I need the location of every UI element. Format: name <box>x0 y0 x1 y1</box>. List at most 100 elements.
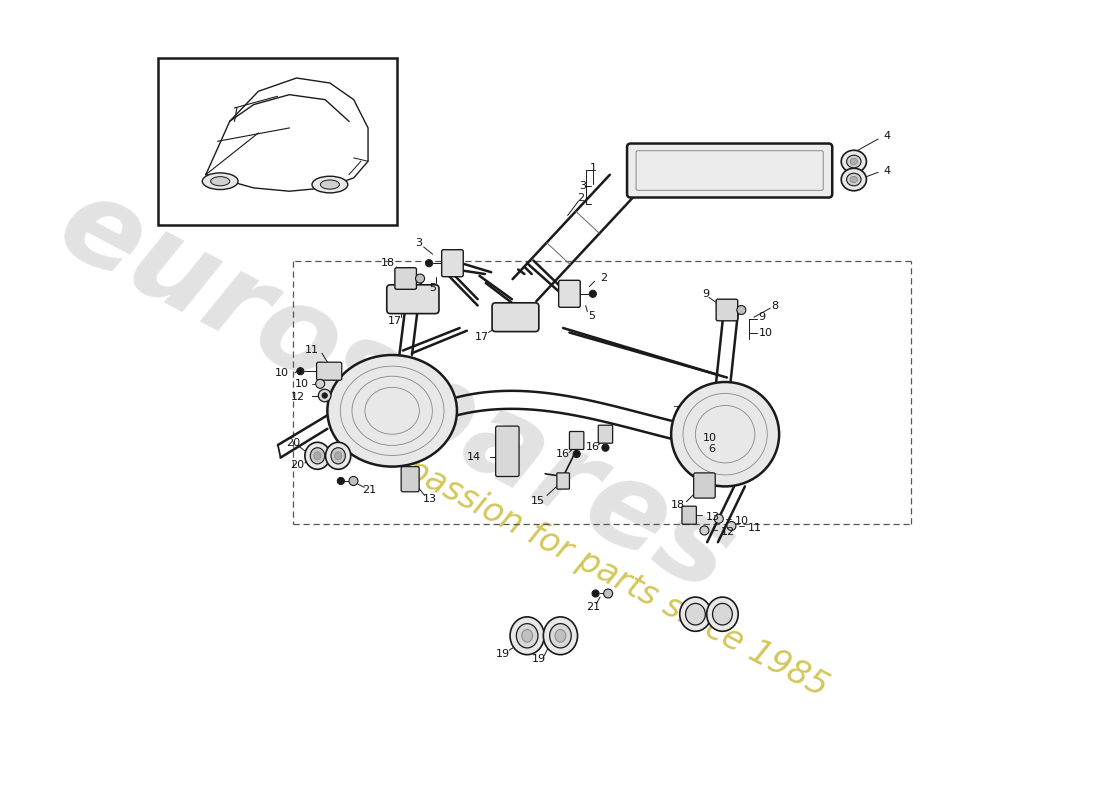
Ellipse shape <box>521 630 532 642</box>
FancyBboxPatch shape <box>317 362 342 380</box>
Circle shape <box>727 522 736 530</box>
Text: 6: 6 <box>708 445 715 454</box>
Circle shape <box>297 368 304 375</box>
Ellipse shape <box>850 176 857 182</box>
Text: 7: 7 <box>672 406 679 416</box>
Text: 10: 10 <box>735 515 749 526</box>
Text: 10: 10 <box>295 379 308 389</box>
Circle shape <box>318 390 331 402</box>
Ellipse shape <box>320 180 340 189</box>
Ellipse shape <box>326 442 351 470</box>
Text: 16: 16 <box>586 442 600 452</box>
Circle shape <box>700 526 708 535</box>
Text: 10: 10 <box>758 327 772 338</box>
Text: a passion for parts since 1985: a passion for parts since 1985 <box>373 438 834 704</box>
Text: 5: 5 <box>429 283 437 294</box>
Text: 20: 20 <box>290 460 305 470</box>
Text: 3: 3 <box>580 181 586 191</box>
Text: 5: 5 <box>588 311 595 322</box>
Circle shape <box>416 274 425 283</box>
Ellipse shape <box>516 624 538 648</box>
Text: eurospares: eurospares <box>41 165 754 617</box>
Circle shape <box>349 477 358 486</box>
Circle shape <box>338 478 344 485</box>
Ellipse shape <box>305 442 330 470</box>
Text: 10: 10 <box>703 433 716 442</box>
Text: 17: 17 <box>388 316 401 326</box>
Circle shape <box>590 290 596 298</box>
Ellipse shape <box>314 452 321 460</box>
Text: 10: 10 <box>275 368 288 378</box>
Text: 13: 13 <box>424 494 437 504</box>
FancyBboxPatch shape <box>387 285 439 314</box>
Ellipse shape <box>550 624 571 648</box>
Text: 12: 12 <box>720 527 735 538</box>
FancyBboxPatch shape <box>557 473 570 489</box>
Text: 14: 14 <box>468 452 482 462</box>
Text: 3: 3 <box>415 238 421 249</box>
Circle shape <box>737 306 746 314</box>
FancyBboxPatch shape <box>716 299 738 321</box>
Ellipse shape <box>312 176 348 193</box>
Ellipse shape <box>334 452 342 460</box>
Bar <box>158 58 397 225</box>
Ellipse shape <box>847 155 861 168</box>
Ellipse shape <box>543 617 578 654</box>
Circle shape <box>322 393 328 398</box>
Text: 19: 19 <box>531 654 546 664</box>
Circle shape <box>316 379 324 388</box>
Text: 17: 17 <box>475 332 490 342</box>
Text: 2: 2 <box>578 194 585 203</box>
Text: 1: 1 <box>590 163 596 173</box>
Ellipse shape <box>685 603 705 625</box>
Circle shape <box>426 260 432 267</box>
FancyBboxPatch shape <box>496 426 519 477</box>
Ellipse shape <box>713 603 733 625</box>
Ellipse shape <box>842 150 867 173</box>
Text: 8: 8 <box>771 301 778 310</box>
Text: 9: 9 <box>702 289 708 299</box>
Ellipse shape <box>847 174 861 186</box>
FancyBboxPatch shape <box>598 425 613 443</box>
Text: 15: 15 <box>531 496 544 506</box>
Text: 16: 16 <box>557 449 570 459</box>
FancyBboxPatch shape <box>570 431 584 450</box>
FancyBboxPatch shape <box>492 303 539 332</box>
Ellipse shape <box>556 630 565 642</box>
Text: 12: 12 <box>290 392 305 402</box>
FancyBboxPatch shape <box>442 250 463 277</box>
FancyBboxPatch shape <box>682 506 696 524</box>
Ellipse shape <box>706 597 738 631</box>
Ellipse shape <box>328 355 456 466</box>
Circle shape <box>602 444 609 451</box>
Ellipse shape <box>331 448 345 464</box>
Circle shape <box>592 590 600 597</box>
Ellipse shape <box>680 597 712 631</box>
Text: 13: 13 <box>705 512 719 522</box>
Text: 11: 11 <box>305 345 318 354</box>
Circle shape <box>714 514 724 523</box>
Ellipse shape <box>310 448 324 464</box>
Text: 4: 4 <box>883 131 891 142</box>
Text: 18: 18 <box>381 258 395 268</box>
Text: 20: 20 <box>286 438 300 448</box>
Text: 19: 19 <box>496 649 510 658</box>
Circle shape <box>604 589 613 598</box>
FancyBboxPatch shape <box>402 466 419 492</box>
Circle shape <box>573 450 580 458</box>
Text: 2: 2 <box>601 273 607 282</box>
FancyBboxPatch shape <box>694 473 715 498</box>
Ellipse shape <box>842 168 867 190</box>
Ellipse shape <box>671 382 779 486</box>
Text: 4: 4 <box>883 166 891 175</box>
Ellipse shape <box>850 158 857 165</box>
Text: 11: 11 <box>748 522 761 533</box>
FancyBboxPatch shape <box>559 280 580 307</box>
Text: 21: 21 <box>363 485 376 495</box>
Ellipse shape <box>210 177 230 186</box>
FancyBboxPatch shape <box>395 268 417 290</box>
Text: 21: 21 <box>586 602 600 612</box>
Ellipse shape <box>202 173 238 190</box>
Ellipse shape <box>510 617 544 654</box>
Text: 9: 9 <box>758 312 766 322</box>
